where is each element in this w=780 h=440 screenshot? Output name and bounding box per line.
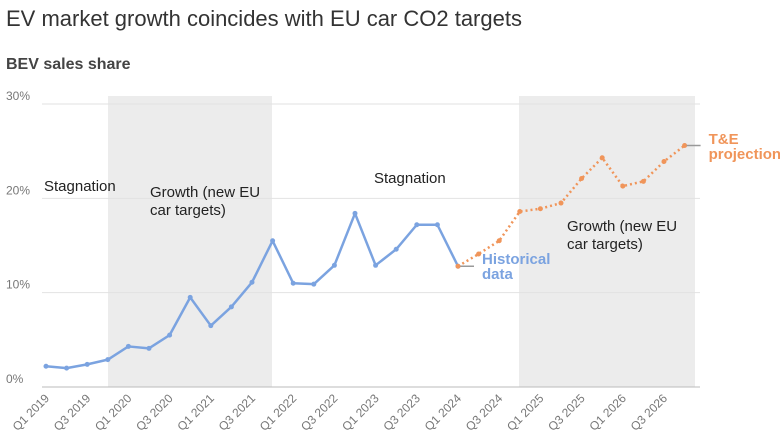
point <box>620 183 626 189</box>
point <box>414 222 420 228</box>
point <box>146 345 152 351</box>
chart-title: EV market growth coincides with EU car C… <box>6 6 522 31</box>
series-label: T&E projection <box>708 130 780 163</box>
point <box>167 332 173 338</box>
x-tick-label: Q3 2022 <box>298 391 341 434</box>
point <box>249 279 255 285</box>
point <box>537 206 543 212</box>
point <box>125 343 131 349</box>
x-tick-label: Q3 2019 <box>51 391 94 434</box>
point <box>517 209 523 215</box>
x-tick-label: Q1 2024 <box>422 391 465 434</box>
x-tick-label: Q3 2023 <box>380 391 423 434</box>
point <box>476 251 482 257</box>
annotation: Growth (new EU car targets) <box>150 184 261 219</box>
point <box>682 143 688 149</box>
shaded-period <box>519 96 695 387</box>
point <box>187 294 193 300</box>
series-label: Historical data <box>482 251 551 284</box>
point <box>43 363 49 369</box>
point <box>84 361 90 367</box>
point <box>455 263 461 269</box>
x-tick-label: Q3 2024 <box>463 391 506 434</box>
annotation: Stagnation <box>44 178 116 195</box>
point <box>64 365 70 371</box>
x-tick-label: Q1 2026 <box>586 391 629 434</box>
point <box>208 323 214 329</box>
y-tick-label: 30% <box>6 89 30 103</box>
x-tick-label: Q1 2021 <box>174 391 217 434</box>
x-tick-label: Q1 2020 <box>92 391 135 434</box>
point <box>434 222 440 228</box>
point <box>270 238 276 244</box>
point <box>373 262 379 268</box>
point <box>599 155 605 161</box>
x-tick-label: Q1 2022 <box>257 391 300 434</box>
chart-subtitle: BEV sales share <box>6 56 131 73</box>
x-tick-label: Q1 2025 <box>504 391 547 434</box>
point <box>496 238 502 244</box>
point <box>228 304 234 310</box>
x-tick-label: Q3 2026 <box>628 391 671 434</box>
annotation: Growth (new EU car targets) <box>567 218 678 253</box>
point <box>393 246 399 252</box>
point <box>352 210 358 216</box>
x-tick-label: Q3 2025 <box>545 391 588 434</box>
y-tick-label: 10% <box>6 278 30 292</box>
point <box>640 178 646 184</box>
point <box>290 280 296 286</box>
y-tick-label: 0% <box>6 372 24 386</box>
x-tick-label: Q1 2019 <box>10 391 53 434</box>
annotation: Stagnation <box>374 170 446 187</box>
x-tick-label: Q3 2020 <box>133 391 176 434</box>
point <box>661 159 667 165</box>
point <box>311 281 317 287</box>
y-tick-label: 20% <box>6 183 30 197</box>
point <box>331 262 337 268</box>
point <box>579 176 585 182</box>
point <box>558 200 564 206</box>
point <box>105 357 111 363</box>
x-tick-label: Q3 2021 <box>216 391 259 434</box>
shaded-period <box>108 96 272 387</box>
x-tick-label: Q1 2023 <box>339 391 382 434</box>
